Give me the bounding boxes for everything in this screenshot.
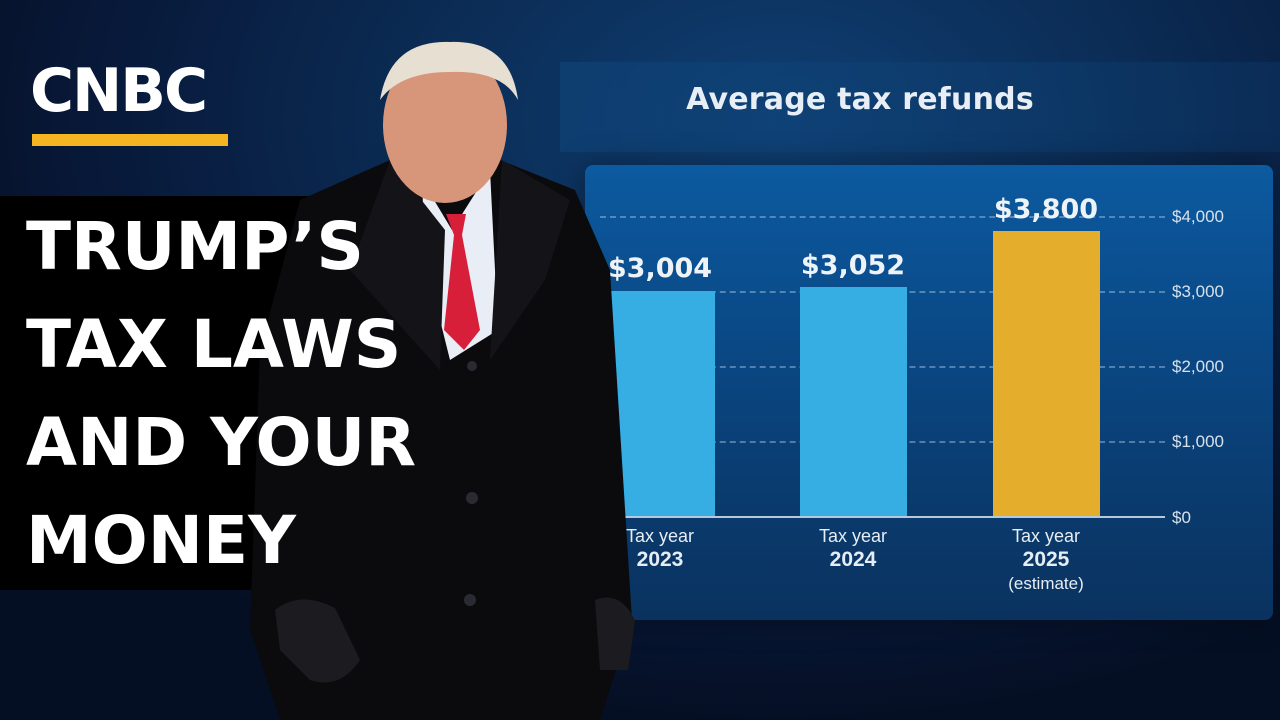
y-tick-label: $3,000: [1172, 282, 1224, 301]
x-label-2023: Tax year 2023: [590, 524, 730, 572]
headline-line-2: TAX LAWS: [26, 306, 402, 383]
bar-2024: [800, 287, 907, 517]
headline-line-1: TRUMP’S: [26, 208, 364, 285]
y-tick-label: $0: [1172, 508, 1191, 527]
chart-title: Average tax refunds: [686, 82, 1034, 117]
x-label-line1: Tax year: [818, 526, 888, 546]
bar-2025: [993, 231, 1100, 517]
value-label-2024: $3,052: [800, 250, 906, 281]
x-label-2024: Tax year 2024: [783, 524, 923, 572]
x-label-line1: Tax year: [1011, 526, 1081, 546]
x-label-year: 2025: [1022, 548, 1070, 571]
headline-line-3: AND YOUR: [26, 404, 417, 481]
x-label-year: 2024: [829, 548, 877, 571]
x-label-2025: Tax year 2025 (estimate): [976, 524, 1116, 596]
person-photo: [250, 41, 635, 720]
x-label-year: 2023: [636, 548, 684, 571]
y-tick-label: $4,000: [1172, 207, 1224, 226]
gridline-4000: [600, 216, 1165, 218]
x-label-estimate-note: (estimate): [1008, 574, 1084, 593]
headline-line-4: MONEY: [26, 502, 296, 579]
chart-title-band: [560, 62, 1280, 152]
x-axis-baseline: [600, 516, 1165, 518]
logo-underline-bar: [32, 134, 228, 146]
y-tick-label: $2,000: [1172, 357, 1224, 376]
x-label-line1: Tax year: [625, 526, 695, 546]
cnbc-logo: CNBC: [30, 56, 208, 126]
value-label-2025: $3,800: [993, 194, 1099, 225]
y-tick-label: $1,000: [1172, 432, 1224, 451]
value-label-2023: $3,004: [607, 253, 713, 284]
